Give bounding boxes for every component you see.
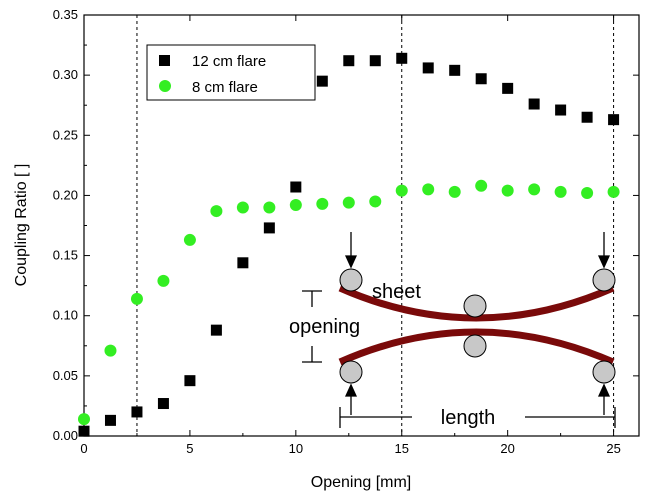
force-arrows xyxy=(344,232,611,415)
point-8cm-10 xyxy=(342,196,355,209)
inset-label-sheet: sheet xyxy=(372,281,421,303)
point-12cm-2 xyxy=(131,406,143,418)
point-12cm-11 xyxy=(369,55,381,67)
point-12cm-5 xyxy=(210,324,222,336)
legend-marker-12cm xyxy=(159,55,170,66)
legend-label-8cm: 8 cm flare xyxy=(192,79,258,96)
x-tick-label-5: 25 xyxy=(606,441,620,456)
roller-bottom-middle xyxy=(463,334,487,358)
point-8cm-16 xyxy=(501,184,514,197)
y-tick-label-2: 0.10 xyxy=(53,308,78,323)
y-tick-label-6: 0.30 xyxy=(53,67,78,82)
point-12cm-15 xyxy=(475,73,487,85)
x-tick-label-1: 5 xyxy=(186,441,193,456)
y-tick-label-4: 0.20 xyxy=(53,187,78,202)
point-8cm-14 xyxy=(448,185,461,198)
opening-dimension xyxy=(302,290,322,363)
point-8cm-3 xyxy=(157,274,170,287)
point-8cm-17 xyxy=(528,183,541,196)
point-8cm-13 xyxy=(422,183,435,196)
point-8cm-7 xyxy=(263,201,276,214)
x-tick-label-4: 20 xyxy=(500,441,514,456)
point-8cm-15 xyxy=(475,179,488,192)
point-12cm-4 xyxy=(184,375,196,387)
point-12cm-16 xyxy=(502,82,514,94)
axis-ticks xyxy=(83,14,639,437)
x-axis-title: Opening [mm] xyxy=(311,474,411,491)
x-tick-label-3: 15 xyxy=(395,441,409,456)
point-8cm-20 xyxy=(607,185,620,198)
point-12cm-10 xyxy=(343,55,355,67)
roller-bottom-right xyxy=(592,360,616,384)
data-markers xyxy=(78,52,620,437)
point-12cm-1 xyxy=(104,414,116,426)
arrow-top-right-head xyxy=(597,255,611,269)
point-12cm-18 xyxy=(555,104,567,116)
legend-box xyxy=(146,44,316,101)
roller-bottom-left xyxy=(339,360,363,384)
roller-top-middle xyxy=(463,294,487,318)
arrow-top-left-head xyxy=(344,255,358,269)
point-8cm-9 xyxy=(316,197,329,210)
point-12cm-6 xyxy=(237,257,249,269)
arrow-bottom-left-head xyxy=(344,383,358,397)
point-12cm-19 xyxy=(581,111,593,123)
y-tick-label-1: 0.05 xyxy=(53,368,78,383)
point-12cm-12 xyxy=(396,52,408,64)
point-12cm-3 xyxy=(157,398,169,410)
point-8cm-5 xyxy=(210,205,223,218)
y-axis-title: Coupling Ratio [ ] xyxy=(13,164,30,287)
point-8cm-2 xyxy=(130,292,143,305)
point-8cm-8 xyxy=(289,199,302,212)
lower-sheet xyxy=(338,328,615,366)
legend-label-12cm: 12 cm flare xyxy=(192,53,266,70)
point-8cm-6 xyxy=(236,201,249,214)
point-12cm-17 xyxy=(528,98,540,110)
point-12cm-9 xyxy=(316,75,328,87)
legend-marker-8cm xyxy=(159,80,171,92)
length-dimension xyxy=(339,407,616,428)
point-8cm-0 xyxy=(78,413,90,426)
y-tick-label-7: 0.35 xyxy=(53,7,78,22)
y-tick-label-3: 0.15 xyxy=(53,248,78,263)
rollers xyxy=(339,268,616,384)
roller-top-left xyxy=(339,268,363,292)
point-8cm-19 xyxy=(581,187,594,200)
x-tick-labels: 0 5 10 15 20 25 xyxy=(80,441,620,456)
y-tick-label-5: 0.25 xyxy=(53,127,78,142)
point-12cm-7 xyxy=(263,222,275,234)
point-8cm-12 xyxy=(395,184,408,197)
point-8cm-4 xyxy=(183,233,196,246)
inset-label-length: length xyxy=(441,407,496,429)
arrow-bottom-right-head xyxy=(597,383,611,397)
x-tick-label-2: 10 xyxy=(289,441,303,456)
roller-top-right xyxy=(592,268,616,292)
upper-sheet xyxy=(338,284,615,322)
y-tick-labels: 0.00 0.05 0.10 0.15 0.20 0.25 0.30 0.35 xyxy=(53,7,78,443)
point-12cm-14 xyxy=(449,64,461,76)
x-tick-label-0: 0 xyxy=(80,441,87,456)
y-tick-label-0: 0.00 xyxy=(53,428,78,443)
point-8cm-18 xyxy=(554,185,567,198)
point-8cm-11 xyxy=(369,195,382,208)
inset-schematic: sheet opening length xyxy=(289,232,616,429)
point-12cm-13 xyxy=(422,62,434,74)
point-12cm-8 xyxy=(290,181,302,193)
point-12cm-0 xyxy=(78,425,90,437)
inset-label-opening: opening xyxy=(289,316,360,338)
point-12cm-20 xyxy=(608,114,620,126)
point-8cm-1 xyxy=(104,344,117,357)
legend: 12 cm flare 8 cm flare xyxy=(146,44,316,101)
